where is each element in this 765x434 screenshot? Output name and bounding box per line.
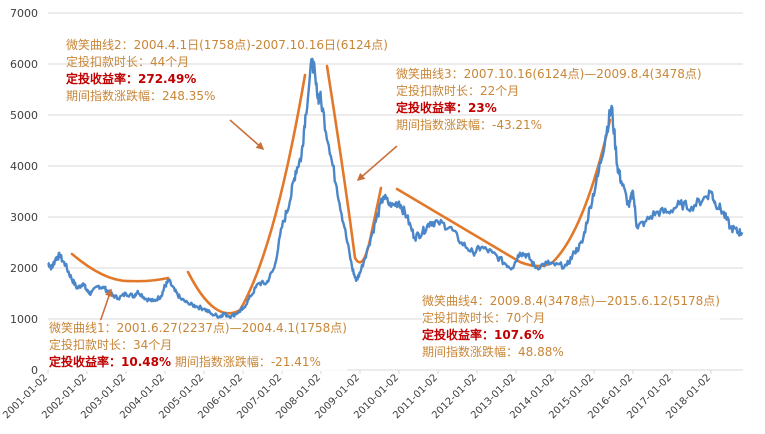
note-curve-3: 微笑曲线3：2007.10.16(6124点)—2009.8.4(3478点) …: [396, 66, 702, 134]
note-curve-1-duration: 定投扣款时长：34个月: [49, 338, 173, 352]
note-curve-1-title: 微笑曲线1：2001.6.27(2237点)—2004.4.1(1758点): [49, 321, 347, 335]
note-curve-3-duration: 定投扣款时长：22个月: [396, 84, 520, 98]
note-curve-2-return: 定投收益率：272.49%: [66, 72, 197, 86]
arrow-curve-2: [229, 119, 265, 151]
note-curve-4-title: 微笑曲线4：2009.8.4(3478点)—2015.6.12(5178点): [422, 294, 720, 308]
note-curve-1-return: 定投收益率：10.48%: [49, 355, 171, 369]
note-curve-3-index-change: 期间指数涨跌幅：-43.21%: [396, 118, 543, 132]
y-tick-label: 5000: [10, 109, 38, 122]
y-tick-label: 3000: [10, 211, 38, 224]
arrows: [99, 119, 398, 323]
index-line: [47, 57, 744, 320]
note-curve-4-index-change: 期间指数涨跌幅：48.88%: [422, 345, 564, 359]
y-axis-labels: 0 1000 2000 3000 4000 5000 6000 7000: [10, 7, 38, 377]
note-curve-1-index-change: 期间指数涨跌幅：-21.41%: [174, 355, 321, 369]
smile-curve-1: [70, 252, 170, 283]
y-tick-label: 6000: [10, 58, 38, 71]
note-curve-2-index-change: 期间指数涨跌幅：248.35%: [66, 89, 216, 103]
smile-curve-2: [186, 73, 307, 315]
y-tick-label: 1000: [10, 313, 38, 326]
note-curve-4-duration: 定投扣款时长：70个月: [422, 311, 546, 325]
note-curve-4: 微笑曲线4：2009.8.4(3478点)—2015.6.12(5178点) 定…: [422, 293, 720, 361]
gridlines: [48, 12, 743, 371]
note-curve-2-title: 微笑曲线2：2004.4.1日(1758点)-2007.10.16日(6124点…: [66, 38, 388, 52]
arrow-curve-3: [356, 145, 398, 182]
y-tick-label: 4000: [10, 160, 38, 173]
note-curve-2-duration: 定投扣款时长：44个月: [66, 55, 190, 69]
note-curve-3-title: 微笑曲线3：2007.10.16(6124点)—2009.8.4(3478点): [396, 67, 702, 81]
x-axis-labels: 2001-01-022002-01-022003-01-022004-01-02…: [1, 370, 713, 421]
y-tick-label: 0: [31, 364, 38, 377]
smile-curve-4: [395, 118, 612, 268]
note-curve-2: 微笑曲线2：2004.4.1日(1758点)-2007.10.16日(6124点…: [66, 37, 388, 105]
y-tick-label: 7000: [10, 7, 38, 20]
note-curve-1: 微笑曲线1：2001.6.27(2237点)—2004.4.1(1758点) 定…: [49, 320, 347, 371]
note-curve-4-return: 定投收益率：107.6%: [422, 328, 544, 342]
note-curve-3-return: 定投收益率：23%: [396, 101, 497, 115]
y-tick-label: 2000: [10, 262, 38, 275]
arrow-curve-1: [99, 288, 113, 323]
